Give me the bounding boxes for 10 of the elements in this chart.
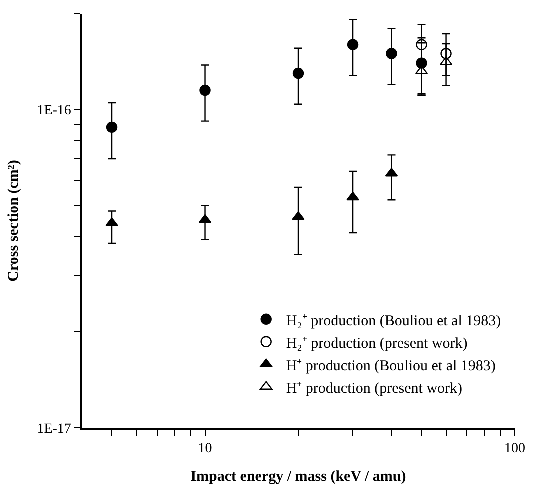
legend-label: H⁺ production (Bouliou et al 1983) xyxy=(286,358,496,374)
x-tick-label: 100 xyxy=(504,442,526,457)
y-tick-label: 1E-17 xyxy=(37,422,72,437)
legend-label: H₂⁺ production (present work) xyxy=(286,336,468,352)
legend-label: H₂⁺ production (Bouliou et al 1983) xyxy=(286,313,502,330)
y-tick-label: 1E-16 xyxy=(37,104,72,119)
x-tick-label: 10 xyxy=(198,442,212,457)
y-axis-title: Cross section (cm²) xyxy=(6,160,22,282)
legend-label: H⁺ production (present work) xyxy=(286,380,463,397)
x-axis-title: Impact energy / mass (keV / amu) xyxy=(190,469,406,486)
